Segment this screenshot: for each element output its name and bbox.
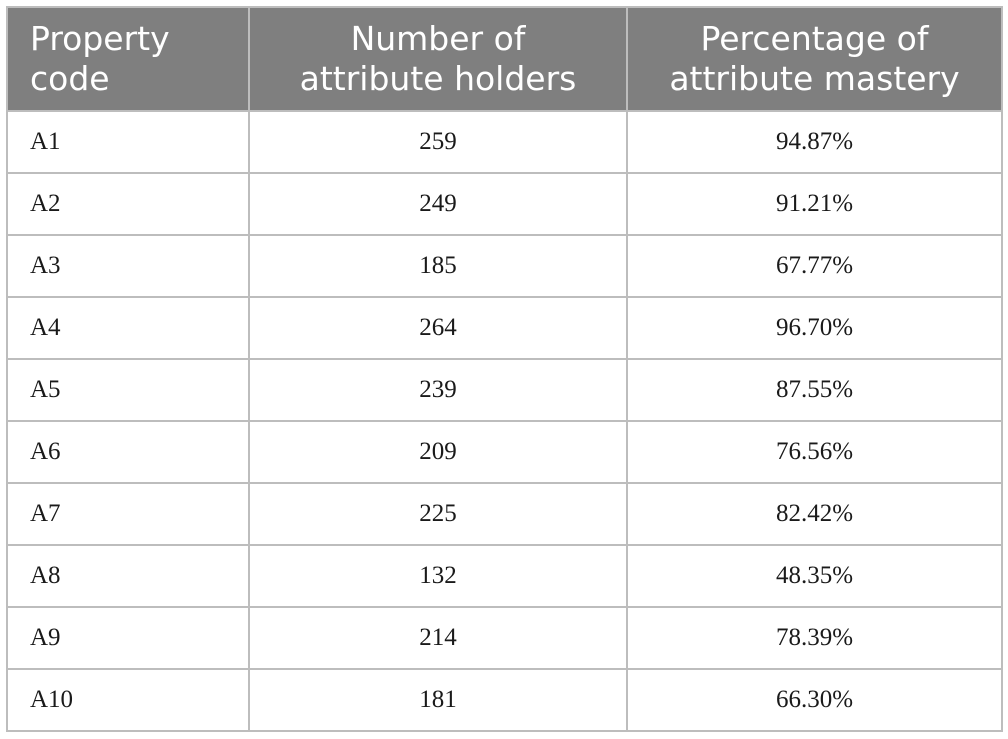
header-property-code-line-1: Property xyxy=(30,19,170,58)
cell-number-of-holders: 132 xyxy=(248,544,628,608)
cell-property-code: A2 xyxy=(6,172,250,236)
header-number-of-holders: Number of attribute holders xyxy=(248,6,628,111)
cell-number-of-holders: 225 xyxy=(248,482,628,546)
table-row: A10 181 66.30% xyxy=(6,668,1003,732)
table-row: A1 259 94.87% xyxy=(6,110,1003,174)
cell-percentage-mastery: 48.35% xyxy=(626,544,1003,608)
header-property-code: Property code xyxy=(6,6,250,111)
table-body: A1 259 94.87% A2 249 91.21% A3 185 67.77… xyxy=(6,110,1003,732)
header-number-of-holders-line-1: Number of xyxy=(350,19,526,58)
table-row: A2 249 91.21% xyxy=(6,172,1003,236)
cell-percentage-mastery: 78.39% xyxy=(626,606,1003,670)
cell-number-of-holders: 181 xyxy=(248,668,628,732)
cell-percentage-mastery: 94.87% xyxy=(626,110,1003,174)
attribute-mastery-table: Property code Number of attribute holder… xyxy=(6,6,1003,732)
cell-number-of-holders: 214 xyxy=(248,606,628,670)
cell-number-of-holders: 239 xyxy=(248,358,628,422)
cell-number-of-holders: 185 xyxy=(248,234,628,298)
cell-property-code: A3 xyxy=(6,234,250,298)
header-property-code-line-2: code xyxy=(30,59,110,98)
cell-percentage-mastery: 67.77% xyxy=(626,234,1003,298)
cell-property-code: A8 xyxy=(6,544,250,608)
table-row: A6 209 76.56% xyxy=(6,420,1003,484)
table-row: A5 239 87.55% xyxy=(6,358,1003,422)
cell-number-of-holders: 259 xyxy=(248,110,628,174)
cell-property-code: A1 xyxy=(6,110,250,174)
header-row: Property code Number of attribute holder… xyxy=(6,6,1003,111)
cell-percentage-mastery: 76.56% xyxy=(626,420,1003,484)
cell-number-of-holders: 264 xyxy=(248,296,628,360)
cell-property-code: A4 xyxy=(6,296,250,360)
cell-property-code: A6 xyxy=(6,420,250,484)
cell-number-of-holders: 209 xyxy=(248,420,628,484)
table-row: A9 214 78.39% xyxy=(6,606,1003,670)
cell-property-code: A9 xyxy=(6,606,250,670)
table-header: Property code Number of attribute holder… xyxy=(6,6,1003,111)
cell-percentage-mastery: 87.55% xyxy=(626,358,1003,422)
cell-property-code: A5 xyxy=(6,358,250,422)
table-row: A3 185 67.77% xyxy=(6,234,1003,298)
cell-percentage-mastery: 82.42% xyxy=(626,482,1003,546)
cell-property-code: A10 xyxy=(6,668,250,732)
cell-property-code: A7 xyxy=(6,482,250,546)
table-row: A8 132 48.35% xyxy=(6,544,1003,608)
cell-percentage-mastery: 91.21% xyxy=(626,172,1003,236)
header-percentage-mastery: Percentage of attribute mastery xyxy=(626,6,1003,111)
header-percentage-mastery-line-2: attribute mastery xyxy=(669,59,960,98)
cell-number-of-holders: 249 xyxy=(248,172,628,236)
table-row: A4 264 96.70% xyxy=(6,296,1003,360)
header-percentage-mastery-line-1: Percentage of xyxy=(700,19,929,58)
attribute-mastery-table-container: Property code Number of attribute holder… xyxy=(6,6,1003,732)
cell-percentage-mastery: 96.70% xyxy=(626,296,1003,360)
header-number-of-holders-line-2: attribute holders xyxy=(299,59,577,98)
cell-percentage-mastery: 66.30% xyxy=(626,668,1003,732)
table-row: A7 225 82.42% xyxy=(6,482,1003,546)
